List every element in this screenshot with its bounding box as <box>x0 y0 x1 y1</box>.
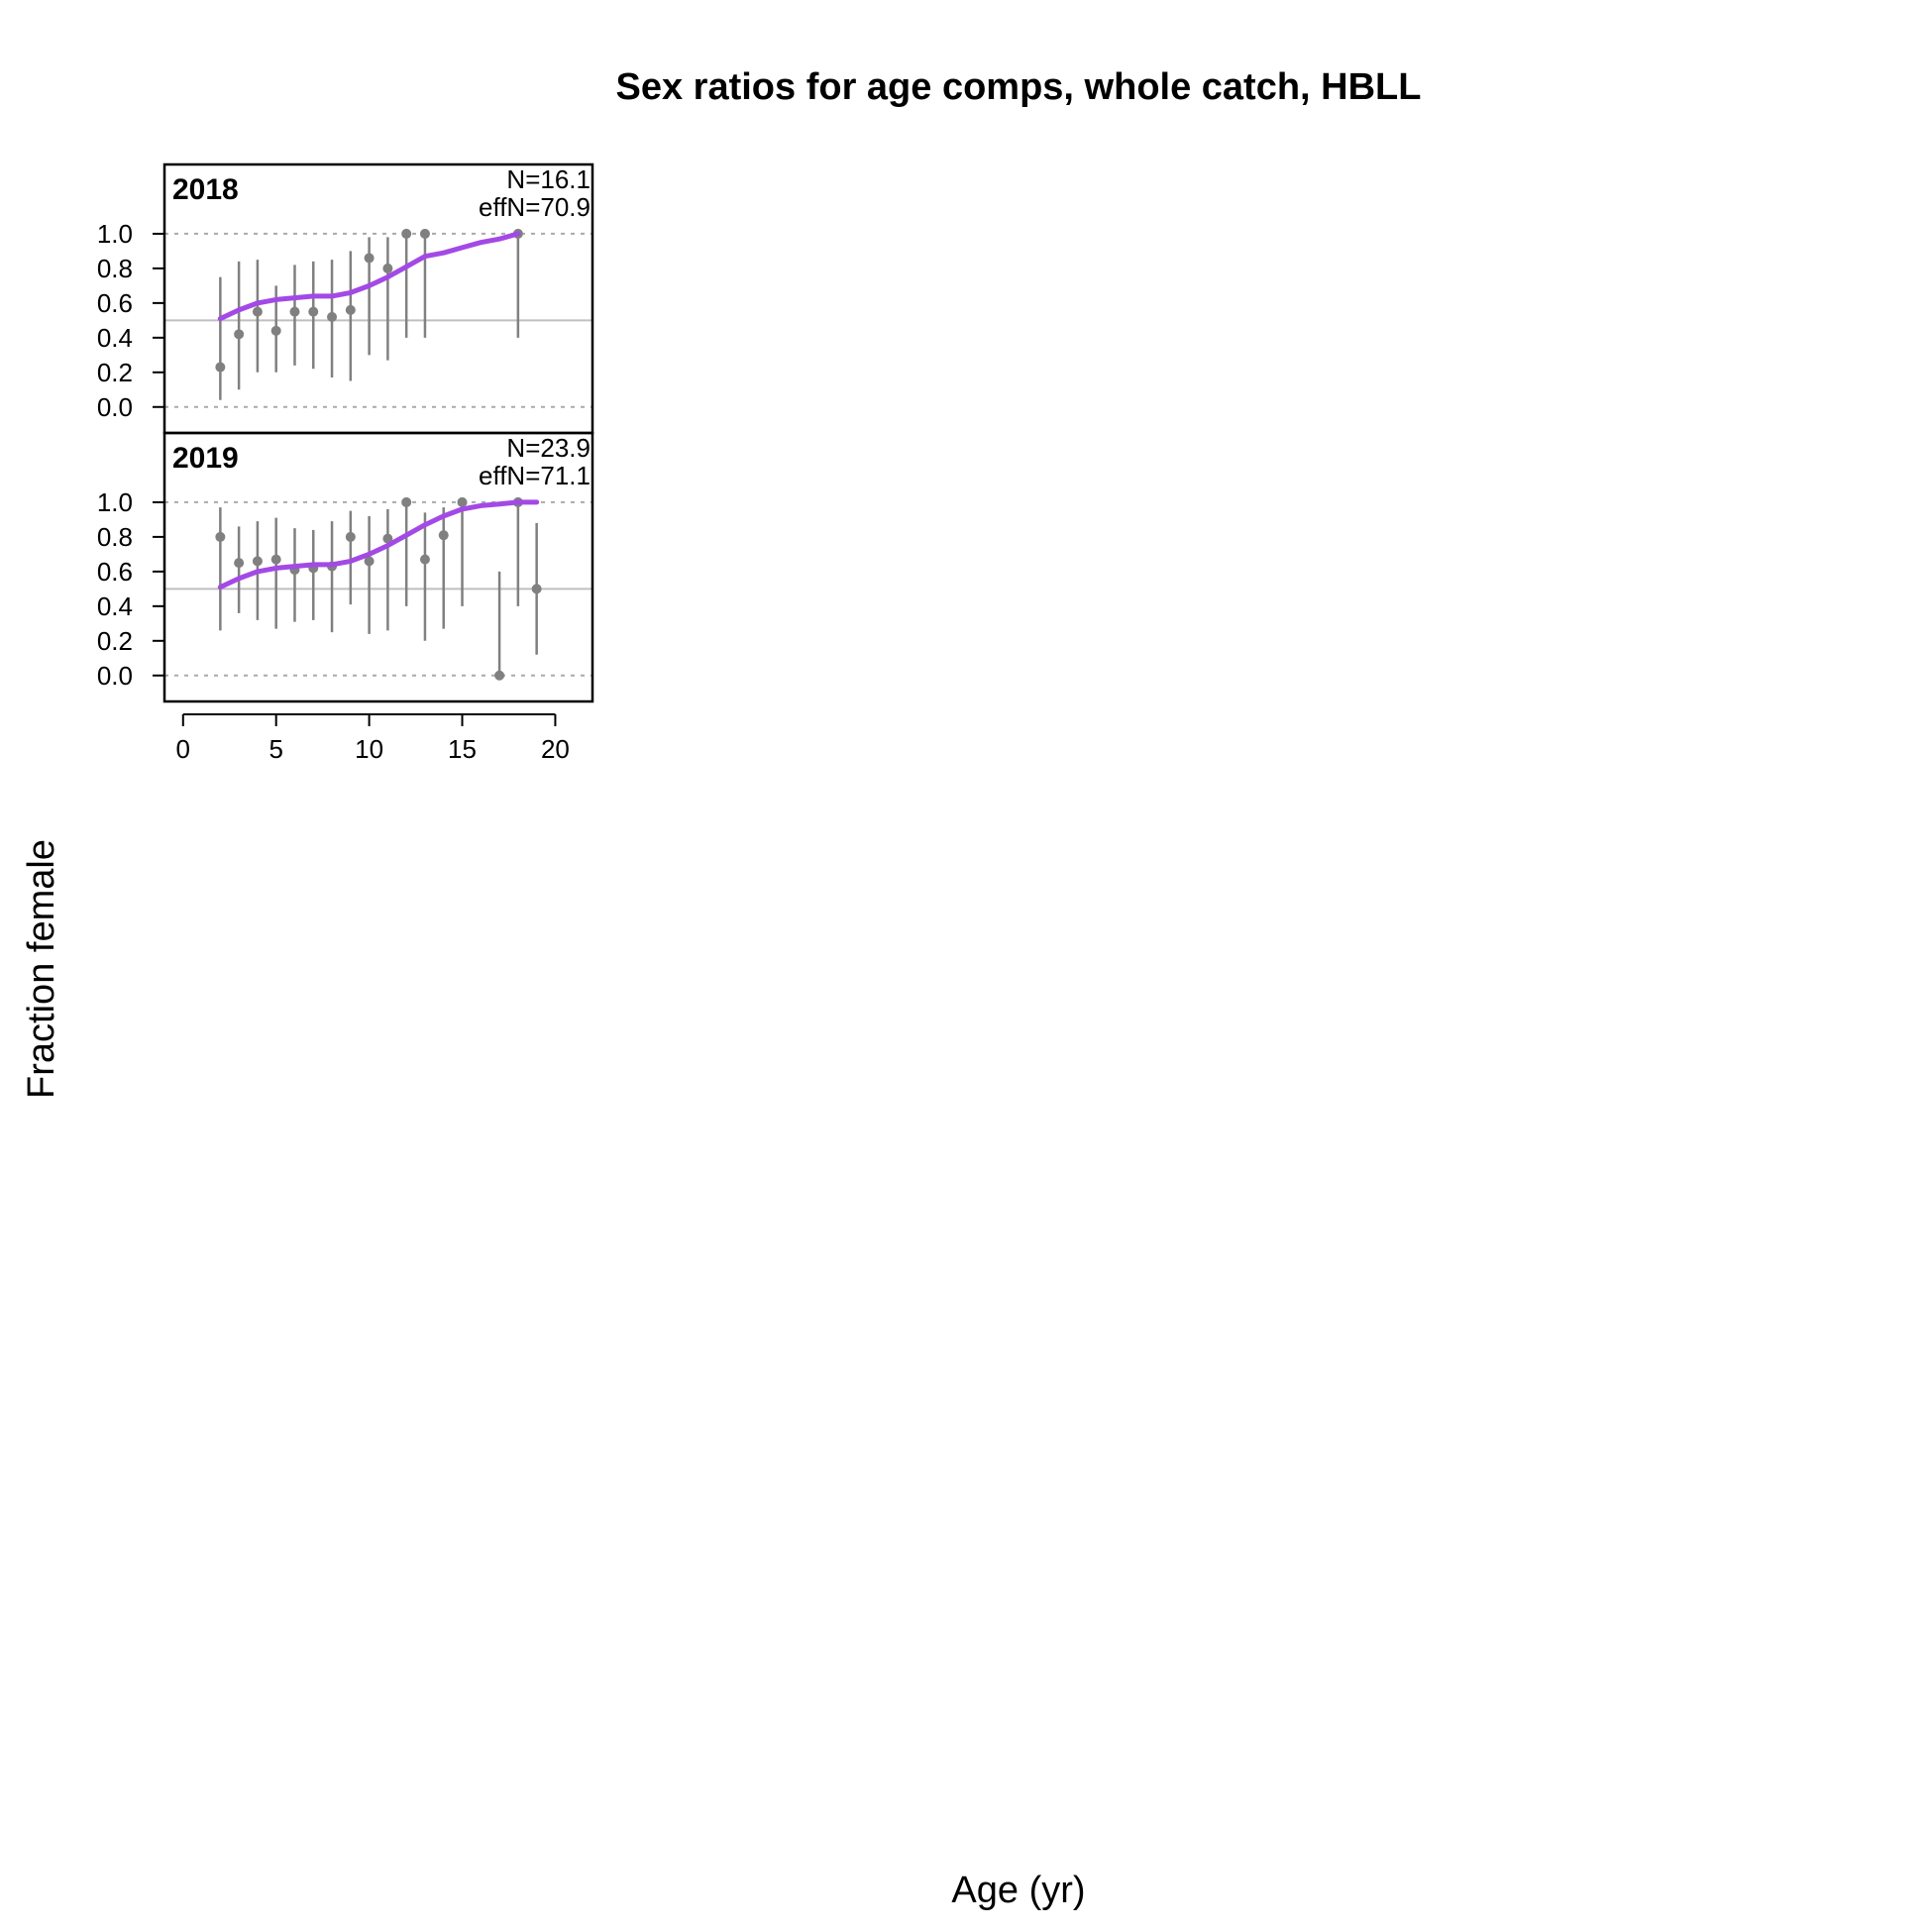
y-tick-label: 0.8 <box>97 254 133 283</box>
data-point <box>252 306 263 317</box>
y-tick-label: 0.6 <box>97 288 133 318</box>
panel-frame <box>162 431 594 703</box>
data-point <box>308 306 319 317</box>
y-tick-label: 0.8 <box>97 522 133 552</box>
data-point <box>457 496 468 507</box>
panel-year-label: 2018 <box>172 173 239 206</box>
data-point <box>382 533 393 544</box>
y-axis-label: Fraction female <box>21 839 62 1099</box>
y-tick-label: 1.0 <box>97 487 133 517</box>
data-point <box>215 531 226 542</box>
x-tick-label: 10 <box>355 734 383 764</box>
x-tick-label: 0 <box>176 734 190 764</box>
x-axis-label: Age (yr) <box>951 1870 1085 1911</box>
data-point <box>364 253 375 264</box>
y-tick-label: 0.6 <box>97 557 133 587</box>
data-point <box>270 325 281 336</box>
y-tick-label: 0.2 <box>97 358 133 387</box>
x-tick-label: 15 <box>448 734 477 764</box>
data-point <box>438 530 449 541</box>
panel-n-label: N=23.9 <box>506 433 590 463</box>
data-point <box>494 670 505 681</box>
y-tick-label: 0.4 <box>97 323 133 353</box>
panel-effn-label: effN=71.1 <box>479 461 590 490</box>
data-point <box>345 304 356 315</box>
data-point <box>419 554 430 565</box>
panel-year-label: 2019 <box>172 442 239 475</box>
data-point <box>234 329 245 340</box>
data-point <box>382 263 393 273</box>
data-point <box>215 362 226 373</box>
y-tick-label: 0.4 <box>97 591 133 621</box>
chart-title: Sex ratios for age comps, whole catch, H… <box>616 66 1422 108</box>
x-tick-label: 5 <box>268 734 282 764</box>
data-point <box>270 554 281 565</box>
data-point <box>252 556 263 567</box>
expected-line <box>217 231 521 322</box>
data-point <box>234 558 245 569</box>
data-point <box>289 306 300 317</box>
data-point <box>364 556 375 567</box>
data-point <box>401 496 412 507</box>
y-tick-label: 0.0 <box>97 392 133 422</box>
expected-line <box>217 499 540 590</box>
y-tick-label: 0.0 <box>97 661 133 691</box>
panel-effn-label: effN=70.9 <box>479 192 590 222</box>
data-point <box>401 228 412 239</box>
data-point <box>327 311 338 322</box>
data-point <box>531 584 542 594</box>
y-tick-label: 0.2 <box>97 626 133 656</box>
data-point <box>345 531 356 542</box>
panel-n-label: N=16.1 <box>506 164 590 194</box>
x-tick-label: 20 <box>541 734 570 764</box>
data-point <box>419 228 430 239</box>
y-tick-label: 1.0 <box>97 219 133 249</box>
